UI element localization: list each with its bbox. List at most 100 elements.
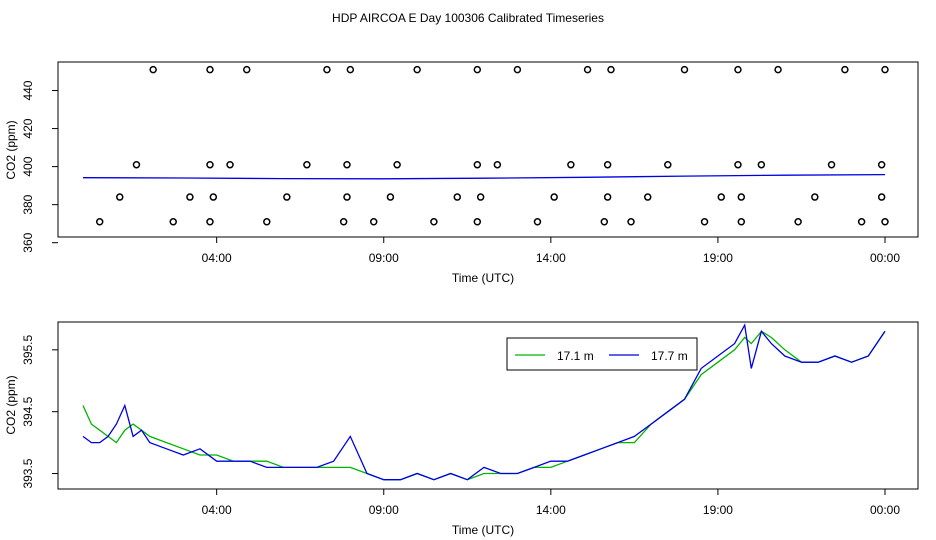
legend-label-17-1: 17.1 m <box>557 349 594 363</box>
calibration-point <box>242 65 251 74</box>
calibration-point <box>774 65 782 74</box>
calibration-point <box>717 193 726 201</box>
calibration-point <box>811 193 819 201</box>
x-tick-label: 19:00 <box>703 251 733 265</box>
x-tick-label: 19:00 <box>703 503 733 517</box>
x-tick-label: 09:00 <box>369 251 399 265</box>
top-y-axis: 360 380 400 420 440 <box>21 80 58 253</box>
calibration-point <box>841 65 849 74</box>
calibration-point <box>303 160 311 169</box>
calibration-point <box>493 160 502 169</box>
calibration-point <box>132 160 141 169</box>
calibration-point <box>857 218 866 226</box>
calibration-point <box>369 218 378 226</box>
calibration-point <box>323 65 331 74</box>
calibration-point <box>700 218 709 226</box>
calibration-point <box>206 218 214 226</box>
calibration-point <box>734 65 742 74</box>
bottom-y-axis-label: CO2 (ppm) <box>4 375 18 434</box>
chart-title: HDP AIRCOA E Day 100306 Calibrated Times… <box>332 11 604 25</box>
y-tick-label: 380 <box>21 194 35 214</box>
calibration-point <box>149 65 157 74</box>
calibration-point <box>600 218 609 226</box>
x-tick-label: 09:00 <box>369 503 399 517</box>
baseline-line <box>82 173 886 180</box>
calibration-point <box>453 193 462 201</box>
calibration-point <box>473 65 482 74</box>
legend-box <box>506 337 698 371</box>
calibration-point <box>169 218 177 226</box>
x-tick-label: 14:00 <box>536 251 566 265</box>
calibration-point <box>643 193 652 201</box>
legend-label-17-7: 17.7 m <box>651 349 688 363</box>
calibration-point <box>513 65 522 74</box>
calibration-point <box>664 160 672 169</box>
top-x-axis-label: Time (UTC) <box>452 271 514 285</box>
calibration-point <box>476 193 485 201</box>
calibration-point <box>757 160 766 169</box>
calibration-point <box>473 218 482 226</box>
calibration-point <box>186 193 194 201</box>
calibration-point <box>339 218 348 226</box>
top-baseline-series <box>82 173 886 180</box>
bottom-x-axis: 04:00 09:00 14:00 19:00 00:00 <box>202 489 900 517</box>
calibration-point <box>533 218 542 226</box>
x-tick-label: 04:00 <box>202 503 232 517</box>
bottom-series <box>82 323 886 481</box>
series-17-1-m-line <box>82 330 886 481</box>
calibration-point <box>263 218 271 226</box>
calibration-point <box>343 193 351 201</box>
x-tick-label: 04:00 <box>202 251 232 265</box>
calibration-point <box>603 193 612 201</box>
calibration-point <box>627 218 635 226</box>
calibration-point <box>430 218 438 226</box>
bottom-plot-frame <box>57 321 919 490</box>
calibration-point <box>283 193 291 201</box>
calibration-point <box>877 193 886 201</box>
calibration-point <box>413 65 421 74</box>
calibration-point <box>737 193 746 201</box>
calibration-point <box>737 218 746 226</box>
calibration-point <box>877 160 886 169</box>
calibration-point <box>95 218 104 226</box>
calibration-point <box>206 65 214 74</box>
calibration-point <box>346 65 355 74</box>
y-tick-label: 440 <box>21 80 35 100</box>
calibration-point <box>393 160 401 169</box>
x-tick-label: 14:00 <box>536 503 566 517</box>
calibration-point <box>680 65 689 74</box>
y-tick-label: 393.5 <box>21 458 35 488</box>
top-calibration-points <box>95 65 889 226</box>
bottom-x-axis-label: Time (UTC) <box>452 523 514 537</box>
calibration-point <box>550 193 558 201</box>
calibration-point <box>343 160 351 169</box>
y-tick-label: 360 <box>21 232 35 252</box>
calibration-point <box>116 193 124 201</box>
calibration-point <box>473 160 482 169</box>
calibration-point <box>734 160 742 169</box>
y-tick-label: 400 <box>21 156 35 176</box>
top-x-axis: 04:00 09:00 14:00 19:00 00:00 <box>202 237 900 265</box>
calibration-point <box>386 193 395 201</box>
series-17-7-m-line <box>82 323 886 481</box>
bottom-y-axis: 393.5 394.5 395.5 <box>21 334 58 489</box>
x-tick-label: 00:00 <box>870 503 900 517</box>
calibration-point <box>794 218 802 226</box>
calibration-point <box>607 65 615 74</box>
calibration-point <box>583 65 592 74</box>
y-tick-label: 394.5 <box>21 396 35 426</box>
calibration-point <box>881 65 889 74</box>
y-tick-label: 395.5 <box>21 334 35 364</box>
top-y-axis-label: CO2 (ppm) <box>4 120 18 179</box>
top-panel: 360 380 400 420 440 04:00 09:00 14:00 19:00 00:0… <box>4 61 919 285</box>
legend: 17.1 m 17.7 m <box>506 337 698 371</box>
y-tick-label: 420 <box>21 118 35 138</box>
calibration-point <box>881 218 889 226</box>
calibration-point <box>567 160 575 169</box>
calibration-point <box>603 160 612 169</box>
x-tick-label: 00:00 <box>870 251 900 265</box>
calibration-point <box>206 160 214 169</box>
top-plot-frame <box>57 61 919 238</box>
calibration-point <box>226 160 234 169</box>
